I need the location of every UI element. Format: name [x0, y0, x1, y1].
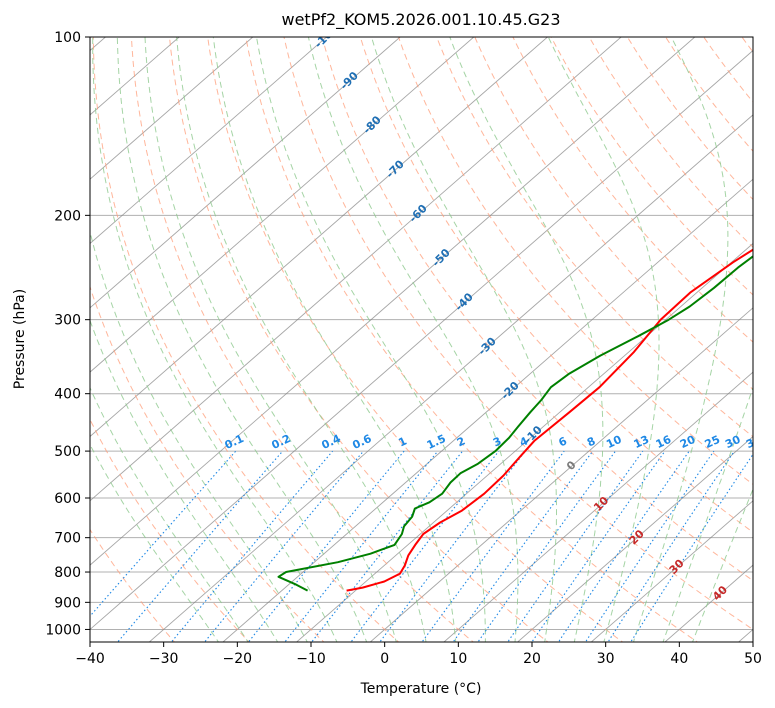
mixing-ratio-label: 10	[604, 433, 624, 451]
x-tick-label: −10	[296, 651, 326, 667]
moist-adiabat-line	[90, 386, 249, 642]
y-tick-label: 800	[54, 565, 81, 581]
dry-adiabat-line	[550, 37, 753, 296]
y-tick-label: 1000	[45, 622, 81, 638]
mixing-ratio-label: 20	[678, 433, 698, 451]
y-tick-label: 600	[54, 491, 81, 507]
mixing-ratio-line	[310, 450, 464, 642]
moist-adiabat-line	[90, 229, 308, 642]
mixing-ratio-line	[531, 450, 666, 642]
mixing-ratio-line	[584, 450, 715, 642]
y-tick-label: 400	[54, 387, 81, 403]
moist-adiabat-line	[116, 37, 368, 642]
dry-adiabat-line	[130, 37, 475, 642]
y-tick-label: 500	[54, 444, 81, 460]
dry-adiabat-line	[207, 37, 624, 642]
isotherm-line	[90, 37, 328, 245]
dewpoint-line	[277, 255, 753, 592]
mixing-ratio-line	[247, 450, 405, 642]
mixing-ratio-line	[421, 450, 565, 642]
mixing-ratio-line	[507, 450, 644, 642]
dry-adiabat-line	[512, 37, 753, 343]
mixing-ratio-line	[607, 450, 735, 642]
moist-adiabat-line	[307, 37, 519, 642]
isotherm-line	[443, 371, 753, 642]
x-axis-label: Temperature (°C)	[360, 681, 482, 697]
mixing-ratio-line	[284, 450, 439, 642]
x-tick-label: −40	[75, 651, 105, 667]
dry-adiabat-line	[92, 37, 400, 642]
isotherm-line	[90, 37, 401, 309]
moist-adiabat-line	[449, 37, 604, 642]
isotherm-line	[90, 37, 696, 566]
y-tick-label: 300	[54, 313, 81, 329]
y-tick-label: 100	[54, 30, 81, 46]
x-tick-label: 50	[744, 651, 762, 667]
x-tick-label: −30	[149, 651, 179, 667]
mixing-ratio-line	[452, 450, 594, 642]
moist-adiabat-line	[371, 37, 557, 642]
dry-adiabat-line	[168, 37, 549, 642]
y-tick-label: 200	[54, 208, 81, 224]
dry-adiabat-line	[283, 37, 753, 631]
isotherm-line	[90, 37, 475, 373]
moist-adiabat-line	[632, 37, 729, 642]
moist-adiabat-line	[662, 385, 753, 642]
mixing-ratio-line	[350, 450, 500, 642]
chart-title: wetPf2_KOM5.2026.001.10.45.G23	[281, 10, 560, 30]
y-tick-label: 700	[54, 531, 81, 547]
mixing-ratio-line	[116, 450, 284, 642]
y-axis-label: Pressure (hPa)	[12, 289, 28, 389]
x-tick-label: 30	[597, 651, 615, 667]
moist-adiabat-line	[256, 37, 486, 642]
isotherm-line	[222, 178, 753, 642]
dry-adiabat-line	[359, 37, 753, 533]
y-tick-label: 900	[54, 595, 81, 611]
dry-adiabat-line	[397, 37, 753, 485]
mixing-ratio-line	[90, 450, 237, 617]
plot-frame	[89, 36, 754, 643]
x-tick-label: 10	[449, 651, 467, 667]
mixing-ratio-label: 36	[744, 433, 764, 451]
isotherm-line	[369, 307, 753, 642]
moist-adiabat-line	[90, 443, 220, 642]
x-tick-label: 20	[523, 651, 541, 667]
isotherm-line	[590, 500, 753, 642]
temperature-line	[346, 248, 753, 592]
mixing-ratio-line	[477, 450, 616, 642]
mixing-ratio-line	[630, 453, 753, 642]
mixing-ratio-label: 16	[654, 433, 674, 451]
moist-adiabat-line	[92, 37, 338, 642]
x-tick-label: 40	[670, 651, 688, 667]
isotherm-line	[90, 37, 622, 502]
mixing-ratio-label: 13	[632, 433, 651, 451]
x-tick-label: −20	[223, 651, 253, 667]
moist-adiabat-line	[547, 37, 660, 642]
mixing-ratio-label: 25	[703, 433, 722, 451]
dry-adiabat-line	[436, 37, 753, 438]
isotherm-line	[90, 37, 254, 180]
isotherm-line	[90, 37, 549, 438]
mixing-ratio-label: 30	[723, 433, 743, 451]
isotherm-line	[90, 49, 753, 631]
dry-adiabat-line	[90, 528, 176, 642]
moist-adiabat-line	[176, 37, 427, 642]
isotherm-line	[148, 114, 753, 642]
dry-adiabat-line	[474, 37, 753, 391]
moist-adiabat-line	[692, 487, 753, 642]
moist-adiabat-line	[144, 37, 397, 642]
x-tick-label: 0	[380, 651, 389, 667]
moist-adiabat-line	[212, 37, 457, 642]
mixing-ratio-line	[557, 450, 690, 642]
isotherm-line	[516, 435, 753, 642]
dry-adiabat-line	[245, 37, 699, 642]
